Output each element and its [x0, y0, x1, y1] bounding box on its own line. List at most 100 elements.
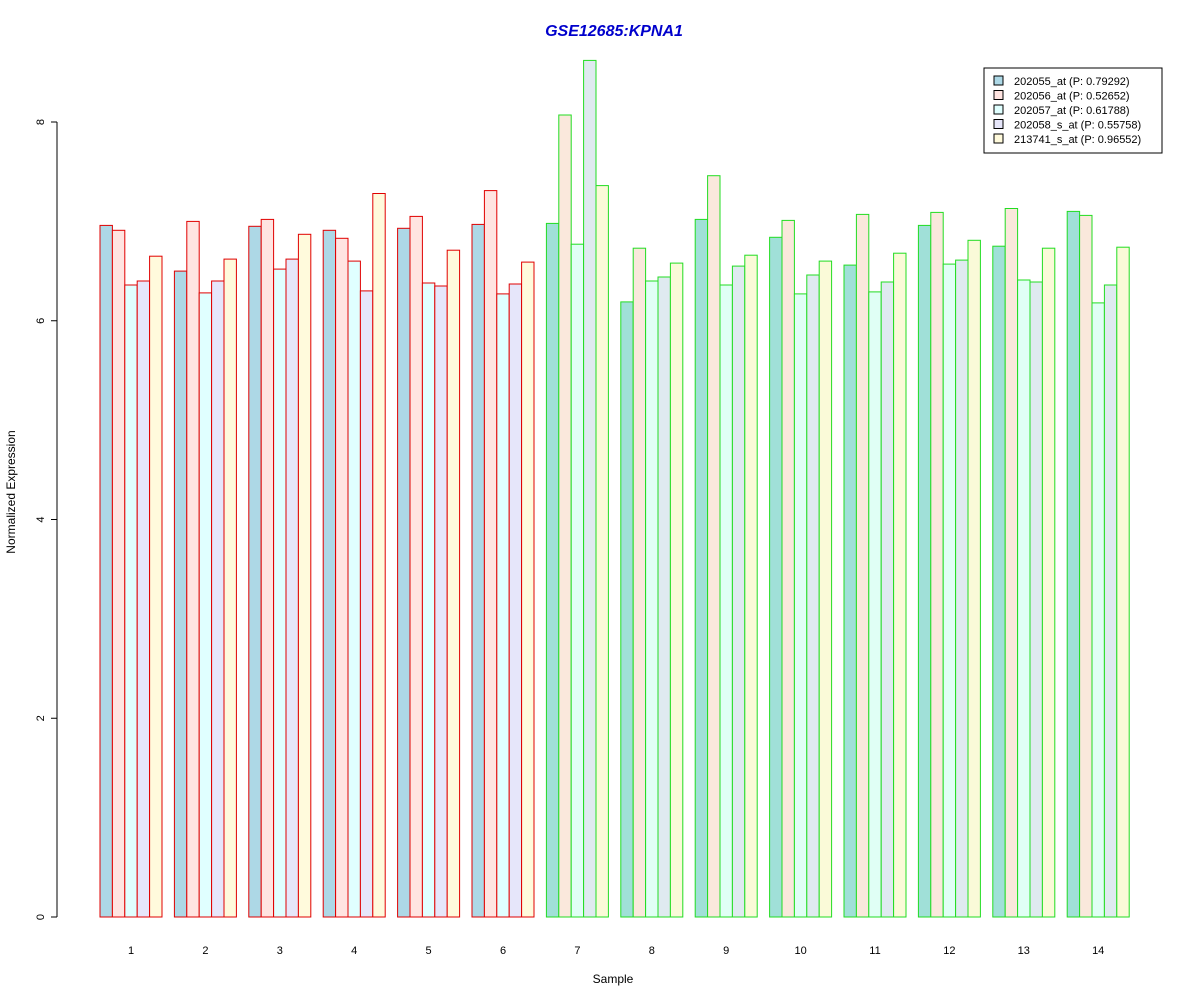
x-tick-label: 8	[649, 945, 655, 957]
bar	[409, 215, 423, 918]
bar	[1091, 302, 1105, 918]
x-tick-label: 5	[426, 945, 432, 957]
bar	[446, 249, 461, 918]
bar	[1103, 284, 1118, 918]
bar	[297, 233, 312, 918]
bar	[434, 285, 448, 918]
bar	[260, 218, 275, 918]
x-tick-label: 4	[351, 945, 357, 957]
x-tick-label: 3	[277, 945, 283, 957]
bar	[1041, 247, 1056, 918]
bar	[632, 247, 647, 918]
x-tick-label: 7	[574, 945, 580, 957]
bar	[806, 274, 820, 918]
x-tick-label: 1	[128, 945, 134, 957]
bar	[149, 255, 163, 918]
y-tick-label: 6	[35, 318, 47, 324]
x-tick-label: 10	[794, 945, 806, 957]
bar	[1004, 208, 1019, 918]
bar	[669, 262, 684, 918]
legend-swatch	[993, 75, 1004, 86]
bar	[347, 260, 361, 918]
bar	[124, 284, 138, 918]
bar	[893, 252, 907, 918]
bar	[645, 280, 659, 918]
legend-entry: 202056_at (P: 0.52652)	[1014, 91, 1130, 103]
bar	[223, 258, 237, 918]
bar	[781, 219, 795, 918]
bar	[707, 175, 721, 918]
bar	[1116, 246, 1130, 918]
bar	[483, 190, 498, 918]
legend-entry: 213741_s_at (P: 0.96552)	[1014, 134, 1141, 146]
y-tick-label: 4	[35, 516, 47, 522]
bar	[1066, 210, 1081, 918]
bar	[818, 260, 833, 918]
bar	[868, 291, 882, 918]
x-axis-label: Sample	[593, 972, 634, 986]
y-axis: 0 2 4 6 8	[35, 119, 58, 920]
bar	[173, 270, 188, 918]
bar	[744, 254, 758, 918]
bar	[273, 268, 287, 918]
bar	[955, 259, 969, 918]
bar	[471, 223, 485, 918]
y-tick-label: 8	[35, 119, 47, 125]
legend-swatch	[993, 104, 1004, 115]
bar	[793, 293, 808, 918]
legend-entry: 202058_s_at (P: 0.55758)	[1014, 120, 1141, 132]
bar	[967, 239, 981, 918]
bar	[731, 265, 746, 918]
bar	[583, 59, 597, 918]
legend: 202055_at (P: 0.79292) 202056_at (P: 0.52…	[983, 67, 1163, 154]
y-axis-label: Normalized Expression	[4, 430, 18, 553]
y-tick-label: 0	[35, 914, 47, 920]
bar	[359, 290, 374, 918]
x-tick-labels: 1 2 3 4 5 6 7 8 9 10 11 12 13 14	[128, 945, 1104, 957]
bar	[496, 293, 510, 918]
bar	[942, 263, 957, 918]
bars	[99, 59, 1130, 918]
legend-entry: 202057_at (P: 0.61788)	[1014, 105, 1130, 117]
chart-title: GSE12685:KPNA1	[545, 23, 683, 40]
legend-swatch	[993, 133, 1004, 144]
legend-swatch	[993, 90, 1004, 100]
bar	[508, 283, 523, 918]
x-tick-label: 6	[500, 945, 506, 957]
bar	[657, 276, 671, 918]
bar	[620, 301, 634, 918]
bar	[198, 292, 213, 918]
bar	[855, 213, 870, 918]
legend-box	[983, 67, 1163, 154]
x-tick-label: 9	[723, 945, 729, 957]
bar	[1079, 214, 1093, 918]
bar	[1029, 281, 1043, 918]
x-tick-label: 14	[1092, 945, 1104, 957]
bar	[285, 258, 299, 918]
bar	[769, 236, 783, 918]
bar	[570, 243, 585, 918]
bar	[917, 224, 932, 918]
bar	[992, 245, 1006, 918]
bar	[397, 227, 411, 918]
legend-entry: 202055_at (P: 0.79292)	[1014, 76, 1130, 88]
bar	[595, 185, 609, 918]
bar	[545, 222, 560, 918]
bar	[843, 264, 857, 918]
bar	[719, 284, 733, 918]
x-tick-label: 2	[202, 945, 208, 957]
y-tick-label: 2	[35, 715, 47, 721]
legend-swatch	[993, 119, 1004, 129]
bar	[521, 261, 535, 918]
bar	[930, 211, 944, 918]
bar	[248, 225, 262, 918]
bar	[1017, 279, 1031, 918]
bar	[99, 224, 113, 918]
x-tick-label: 12	[943, 945, 955, 957]
bar	[421, 282, 436, 918]
bar	[111, 229, 126, 918]
bar	[335, 237, 349, 918]
bar	[694, 218, 709, 918]
x-tick-label: 11	[869, 945, 880, 957]
